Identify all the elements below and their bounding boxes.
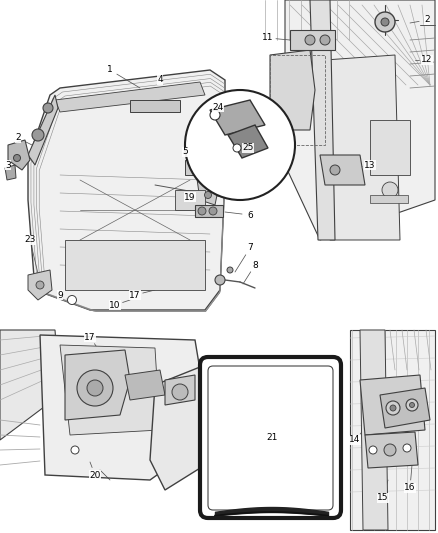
Circle shape [305,35,315,45]
Polygon shape [28,70,225,310]
Circle shape [320,35,330,45]
Polygon shape [360,330,388,530]
Polygon shape [125,370,165,400]
Polygon shape [195,155,220,205]
Text: 1: 1 [107,66,113,75]
Circle shape [390,405,396,411]
Bar [370,120,410,175]
Text: 21: 21 [266,433,278,442]
Text: 10: 10 [109,301,121,310]
Text: 14: 14 [350,435,360,445]
Polygon shape [285,0,435,240]
Bar [270,55,325,145]
Circle shape [406,399,418,411]
Text: 8: 8 [252,261,258,270]
Circle shape [205,191,212,198]
Polygon shape [0,330,60,440]
Circle shape [43,103,53,113]
Text: 17: 17 [129,290,141,300]
Polygon shape [60,345,160,435]
Bar [175,190,205,210]
Bar [130,100,180,112]
Text: 17: 17 [84,333,96,342]
Text: 16: 16 [404,483,416,492]
Circle shape [215,275,225,285]
Bar [195,205,223,217]
Text: 9: 9 [57,290,63,300]
Circle shape [36,281,44,289]
Polygon shape [210,100,265,135]
Bar [65,240,205,290]
Circle shape [77,370,113,406]
Circle shape [210,110,220,120]
Bar [185,160,205,175]
Circle shape [410,402,414,408]
Polygon shape [320,155,365,185]
Circle shape [87,380,103,396]
Circle shape [14,155,21,161]
Polygon shape [28,95,58,165]
Polygon shape [270,50,315,130]
Text: 3: 3 [5,160,11,169]
Circle shape [32,129,44,141]
Text: 23: 23 [25,236,35,245]
Text: 15: 15 [377,494,389,503]
Bar [370,195,408,203]
Text: 20: 20 [89,471,101,480]
Polygon shape [150,365,210,490]
Circle shape [185,90,295,200]
Circle shape [172,384,188,400]
Circle shape [330,165,340,175]
Polygon shape [365,432,418,468]
Text: 24: 24 [212,102,224,111]
Circle shape [382,182,398,198]
Text: 4: 4 [157,76,163,85]
Polygon shape [380,388,430,428]
Circle shape [381,18,389,26]
Circle shape [67,295,77,304]
Text: 11: 11 [262,34,274,43]
Text: 2: 2 [424,15,430,25]
Bar [290,30,335,50]
Text: 12: 12 [421,55,433,64]
Text: 7: 7 [247,244,253,253]
FancyBboxPatch shape [208,366,333,510]
Circle shape [206,171,214,179]
FancyBboxPatch shape [200,357,341,518]
Circle shape [375,12,395,32]
Polygon shape [8,140,30,170]
Text: 5: 5 [182,148,188,157]
Circle shape [198,207,206,215]
Circle shape [71,446,79,454]
Polygon shape [228,125,268,158]
Polygon shape [310,0,335,240]
Text: 25: 25 [242,143,254,152]
Text: 2: 2 [15,133,21,142]
Circle shape [233,144,241,152]
Polygon shape [350,330,435,530]
Circle shape [386,401,400,415]
Polygon shape [360,375,425,435]
Circle shape [403,444,411,452]
Polygon shape [325,55,400,240]
Circle shape [369,446,377,454]
Circle shape [227,267,233,273]
Circle shape [209,207,217,215]
Text: 13: 13 [364,160,376,169]
Polygon shape [55,82,205,112]
Text: 19: 19 [184,192,196,201]
Polygon shape [165,375,195,405]
Polygon shape [28,270,52,300]
Text: 6: 6 [247,211,253,220]
Polygon shape [65,350,130,420]
Circle shape [384,444,396,456]
Polygon shape [40,335,200,480]
Polygon shape [5,165,16,180]
